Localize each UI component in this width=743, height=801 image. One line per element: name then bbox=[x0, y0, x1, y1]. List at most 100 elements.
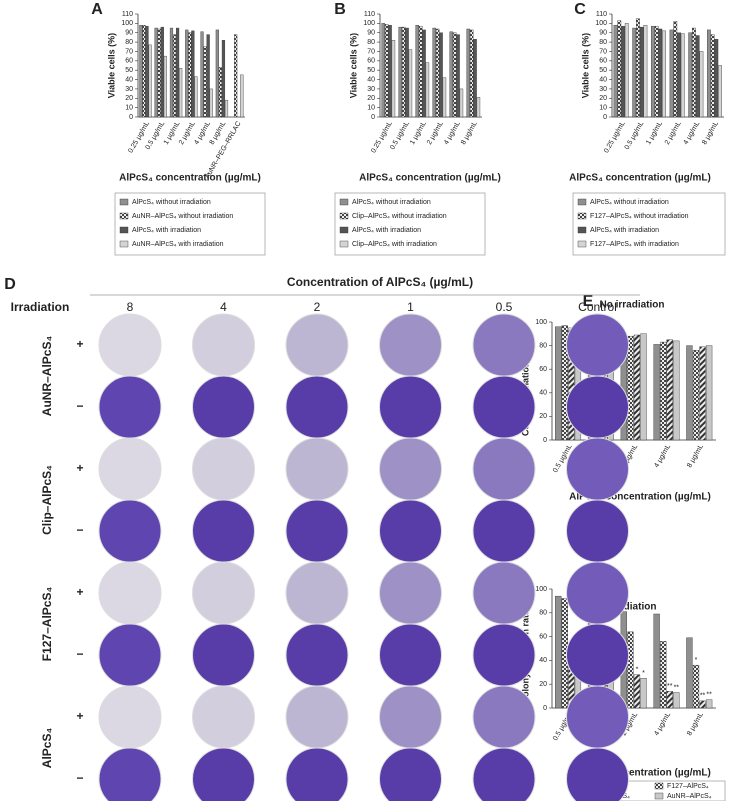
bar bbox=[695, 35, 700, 118]
x-axis-label: AlPcS₄ concentration (µg/mL) bbox=[569, 173, 711, 184]
bar bbox=[221, 40, 226, 118]
bar bbox=[633, 334, 641, 441]
x-axis-label: AlPcS₄ concentration (µg/mL) bbox=[569, 492, 711, 503]
bar bbox=[639, 26, 644, 118]
y-tick-label: 10 bbox=[125, 104, 133, 111]
bar bbox=[627, 335, 634, 441]
legend-label: Clip–AlPcS₄ with irradiation bbox=[352, 241, 437, 248]
legend-label: AlPcS₄ without irradiation bbox=[352, 199, 431, 206]
y-tick-label: 60 bbox=[367, 58, 375, 65]
culture-dish bbox=[472, 437, 536, 501]
bar bbox=[686, 637, 693, 709]
culture-dish bbox=[379, 747, 442, 801]
significance-mark: * bbox=[642, 670, 645, 677]
bar bbox=[157, 28, 161, 118]
y-tick-label: 40 bbox=[367, 76, 375, 83]
culture-dish bbox=[566, 313, 629, 377]
legend-swatch bbox=[577, 212, 587, 220]
y-tick-label: 70 bbox=[125, 48, 133, 55]
y-tick-label: 0 bbox=[603, 114, 607, 121]
x-tick-label: 4 µg/mL bbox=[653, 711, 672, 737]
bar bbox=[680, 33, 685, 118]
y-tick-label: 0 bbox=[543, 437, 547, 444]
significance-mark: ** bbox=[706, 692, 712, 699]
culture-dish bbox=[379, 561, 442, 625]
bar bbox=[160, 26, 164, 118]
x-tick-label: 8 µg/mL bbox=[686, 443, 705, 469]
culture-dish bbox=[472, 313, 536, 377]
culture-dish bbox=[566, 437, 629, 501]
legend-swatch bbox=[339, 240, 349, 248]
y-tick-label: 40 bbox=[539, 657, 547, 664]
culture-dish bbox=[285, 499, 349, 563]
y-tick-label: 30 bbox=[125, 86, 133, 93]
y-tick-label: 70 bbox=[367, 48, 375, 55]
y-tick-label: 110 bbox=[596, 11, 607, 18]
legend-swatch bbox=[577, 198, 587, 206]
panel-letter: C bbox=[574, 1, 586, 18]
irradiation-sign: − bbox=[76, 523, 83, 537]
bar bbox=[449, 31, 453, 118]
bar bbox=[633, 674, 641, 709]
bar bbox=[176, 27, 180, 118]
culture-dish bbox=[285, 685, 349, 749]
bar bbox=[185, 29, 189, 118]
y-tick-label: 20 bbox=[125, 95, 133, 102]
bar bbox=[692, 350, 700, 441]
grid-title: Concentration of AlPcS₄ (µg/mL) bbox=[287, 275, 473, 289]
legend-label: F127–AlPcS₄ without irradiation bbox=[590, 213, 689, 220]
bar bbox=[435, 28, 440, 118]
legend-swatch bbox=[119, 212, 129, 220]
legend-box bbox=[572, 192, 726, 256]
bar bbox=[418, 25, 423, 118]
bar bbox=[215, 29, 219, 118]
panel-letter: E bbox=[583, 293, 594, 310]
bar bbox=[632, 27, 637, 118]
culture-dish bbox=[192, 313, 255, 377]
bar bbox=[673, 692, 680, 709]
bar bbox=[669, 29, 674, 118]
bar bbox=[699, 700, 706, 709]
y-tick-label: 40 bbox=[125, 76, 133, 83]
bar bbox=[613, 25, 618, 118]
bar bbox=[452, 32, 457, 118]
y-axis-label: Viable cells (%) bbox=[580, 33, 590, 98]
y-tick-label: 80 bbox=[599, 39, 607, 46]
legend-label: AuNR–AlPcS₄ with irradiation bbox=[132, 241, 224, 248]
culture-dish bbox=[379, 313, 442, 377]
chart-title: No irradiation bbox=[599, 300, 664, 311]
bar bbox=[555, 595, 562, 709]
bar bbox=[142, 25, 146, 118]
bar bbox=[710, 34, 715, 118]
bar bbox=[673, 21, 678, 118]
column-label: 4 bbox=[220, 300, 227, 314]
bar bbox=[442, 77, 447, 118]
significance-mark: * bbox=[636, 667, 639, 674]
y-tick-label: 10 bbox=[599, 104, 607, 111]
legend-swatch bbox=[339, 198, 349, 206]
bar bbox=[718, 65, 722, 118]
culture-dish bbox=[472, 623, 536, 687]
irradiation-sign: − bbox=[76, 399, 83, 413]
bar bbox=[391, 40, 396, 118]
bar bbox=[148, 44, 152, 118]
panel-letter: B bbox=[334, 1, 346, 18]
culture-dish bbox=[285, 375, 349, 439]
y-tick-label: 110 bbox=[122, 11, 133, 18]
bar bbox=[191, 30, 195, 118]
y-tick-label: 10 bbox=[367, 104, 375, 111]
culture-dish bbox=[472, 375, 536, 439]
corner-label: Irradiation bbox=[11, 300, 70, 314]
legend-swatch bbox=[339, 226, 349, 234]
legend-swatch bbox=[119, 198, 129, 206]
x-axis-label: AlPcS₄ concentration (µg/mL) bbox=[569, 768, 711, 779]
culture-dish bbox=[98, 375, 162, 439]
significance-mark: ** bbox=[674, 684, 680, 691]
bar bbox=[408, 49, 413, 118]
bar bbox=[218, 67, 222, 118]
irradiation-sign: − bbox=[76, 771, 83, 785]
y-tick-label: 40 bbox=[599, 76, 607, 83]
y-tick-label: 60 bbox=[599, 58, 607, 65]
bar bbox=[473, 39, 477, 118]
culture-dish bbox=[192, 685, 255, 749]
